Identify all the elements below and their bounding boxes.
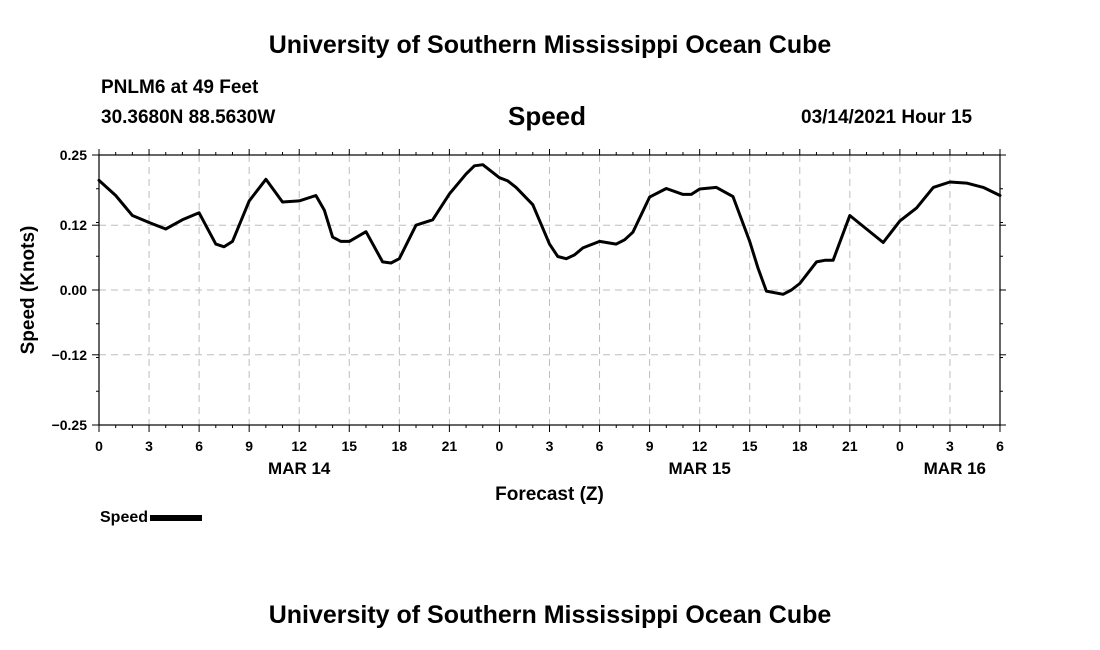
x-tick-label: 21 — [842, 438, 858, 454]
y-tick-label: 0.25 — [60, 147, 87, 163]
y-tick-label: −0.25 — [52, 417, 88, 433]
x-tick-label: 21 — [442, 438, 458, 454]
plot-title: Speed — [508, 101, 587, 131]
x-tick-label: 0 — [95, 438, 103, 454]
y-axis-label: Speed (Knots) — [18, 226, 39, 355]
x-tick-label: 15 — [742, 438, 758, 454]
x-tick-label: 9 — [245, 438, 253, 454]
day-label: MAR 16 — [924, 459, 986, 478]
x-tick-label: 3 — [546, 438, 554, 454]
legend-swatch — [150, 514, 203, 521]
x-tick-label: 6 — [195, 438, 203, 454]
x-tick-label: 6 — [596, 438, 604, 454]
top-title: University of Southern Mississippi Ocean… — [268, 31, 832, 59]
y-tick-label: −0.12 — [52, 347, 88, 363]
x-tick-label: 18 — [392, 438, 408, 454]
station-label: PNLM6 at 49 Feet — [101, 77, 259, 98]
day-label: MAR 14 — [268, 459, 331, 478]
day-label: MAR 15 — [668, 459, 730, 478]
plot-frame — [98, 154, 1001, 426]
x-tick-label: 3 — [946, 438, 954, 454]
x-tick-label: 18 — [792, 438, 808, 454]
x-tick-label: 9 — [646, 438, 654, 454]
x-tick-label: 15 — [341, 438, 357, 454]
x-tick-label: 12 — [692, 438, 708, 454]
x-axis-label: Forecast (Z) — [495, 484, 604, 505]
x-tick-label: 0 — [496, 438, 504, 454]
legend-label: Speed — [100, 509, 149, 526]
x-tick-label: 0 — [896, 438, 904, 454]
y-tick-label: 0.12 — [60, 217, 87, 233]
x-tick-label: 12 — [291, 438, 307, 454]
y-tick-label: 0.00 — [60, 282, 87, 298]
x-tick-label: 3 — [145, 438, 153, 454]
coordinates-label: 30.3680N 88.5630W — [101, 107, 276, 128]
legend: Speed — [100, 509, 203, 527]
speed-series-line — [97, 163, 1002, 296]
datetime-label: 03/14/2021 Hour 15 — [801, 107, 973, 128]
bottom-title: University of Southern Mississippi Ocean… — [268, 601, 832, 629]
x-tick-label: 6 — [996, 438, 1004, 454]
